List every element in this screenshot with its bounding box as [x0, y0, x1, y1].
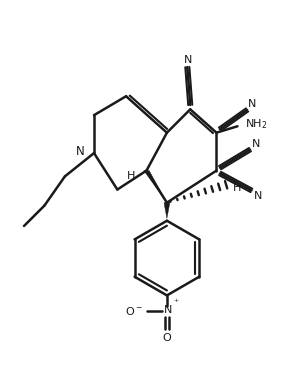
Text: N: N: [164, 305, 172, 315]
Polygon shape: [144, 171, 167, 203]
Polygon shape: [164, 203, 170, 219]
Text: O$^-$: O$^-$: [125, 306, 143, 317]
Text: N: N: [76, 145, 85, 158]
Text: N: N: [184, 55, 192, 65]
Text: H: H: [127, 171, 135, 181]
Text: NH$_2$: NH$_2$: [245, 118, 268, 131]
Text: N: N: [252, 139, 260, 149]
Text: H: H: [233, 183, 241, 193]
Text: $^+$: $^+$: [172, 298, 180, 307]
Text: N: N: [254, 191, 262, 201]
Text: N: N: [248, 99, 256, 109]
Text: O: O: [163, 333, 171, 343]
